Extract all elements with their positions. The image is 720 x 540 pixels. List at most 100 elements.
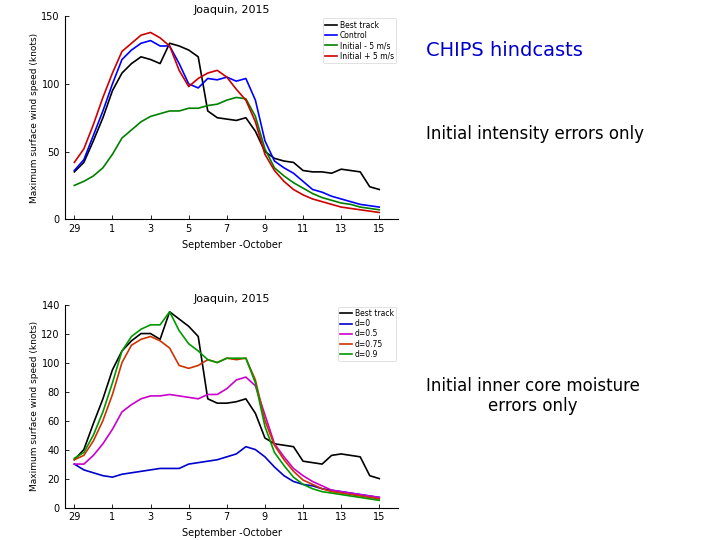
d=0.75 — [299, 477, 307, 483]
Initial + 5 m/s — [318, 198, 326, 205]
Initial + 5 m/s — [366, 208, 374, 214]
d=0.75 — [279, 456, 288, 463]
d=0.5 — [299, 472, 307, 479]
Initial + 5 m/s — [232, 86, 240, 92]
Best track — [308, 460, 317, 466]
Initial + 5 m/s — [70, 159, 78, 166]
Best track — [204, 107, 212, 114]
d=0 — [117, 471, 126, 477]
d=0.5 — [318, 483, 326, 489]
Control — [156, 43, 164, 49]
Best track — [232, 117, 240, 124]
d=0.75 — [241, 355, 250, 361]
Best track — [366, 472, 374, 479]
d=0.75 — [137, 336, 145, 342]
d=0.5 — [79, 461, 88, 467]
Best track — [146, 330, 155, 337]
d=0 — [108, 474, 117, 481]
d=0.5 — [70, 461, 78, 467]
Control — [117, 56, 126, 63]
Best track — [251, 128, 260, 134]
Best track — [175, 43, 184, 49]
Control — [213, 77, 222, 83]
Best track — [279, 158, 288, 164]
Initial + 5 m/s — [117, 48, 126, 55]
d=0.9 — [337, 491, 346, 498]
d=0.75 — [261, 417, 269, 424]
Control — [108, 80, 117, 87]
Control — [166, 43, 174, 49]
Best track — [184, 47, 193, 53]
d=0.75 — [166, 345, 174, 352]
Initial - 5 m/s — [70, 182, 78, 188]
Best track — [79, 159, 88, 166]
d=0 — [328, 487, 336, 494]
d=0.9 — [279, 462, 288, 469]
d=0.9 — [318, 488, 326, 495]
Control — [184, 80, 193, 87]
d=0.9 — [356, 494, 364, 501]
Line: d=0.75: d=0.75 — [74, 336, 379, 499]
Initial + 5 m/s — [222, 74, 231, 80]
d=0.75 — [99, 417, 107, 424]
Initial - 5 m/s — [108, 151, 117, 158]
X-axis label: September -October: September -October — [181, 528, 282, 538]
Initial + 5 m/s — [337, 204, 346, 210]
d=0.9 — [346, 493, 355, 500]
d=0.9 — [251, 380, 260, 386]
Initial - 5 m/s — [99, 165, 107, 171]
Best track — [222, 400, 231, 407]
Best track — [356, 168, 364, 175]
Best track — [213, 114, 222, 121]
d=0.75 — [127, 342, 136, 348]
Control — [337, 195, 346, 202]
Best track — [299, 167, 307, 174]
d=0.9 — [156, 322, 164, 328]
Initial + 5 m/s — [137, 32, 145, 38]
Best track — [318, 461, 326, 467]
Best track — [261, 148, 269, 155]
d=0.9 — [261, 423, 269, 430]
Control — [279, 165, 288, 171]
Control — [299, 178, 307, 185]
d=0.5 — [99, 441, 107, 447]
d=0 — [337, 488, 346, 495]
Best track — [99, 396, 107, 402]
d=0.5 — [251, 382, 260, 389]
Initial + 5 m/s — [375, 209, 384, 215]
Initial - 5 m/s — [89, 173, 98, 179]
Best track — [137, 330, 145, 337]
Initial - 5 m/s — [222, 97, 231, 103]
Initial - 5 m/s — [261, 146, 269, 152]
Initial + 5 m/s — [308, 195, 317, 202]
d=0.5 — [127, 401, 136, 408]
Initial - 5 m/s — [213, 101, 222, 107]
d=0 — [270, 464, 279, 470]
Best track — [99, 114, 107, 121]
Best track — [375, 186, 384, 193]
Initial + 5 m/s — [146, 29, 155, 36]
Best track — [337, 166, 346, 172]
Best track — [328, 170, 336, 177]
X-axis label: September -October: September -October — [181, 240, 282, 249]
d=0.9 — [127, 333, 136, 340]
Initial - 5 m/s — [137, 119, 145, 125]
d=0.5 — [117, 409, 126, 415]
Initial - 5 m/s — [279, 173, 288, 179]
d=0 — [70, 461, 78, 467]
Best track — [346, 167, 355, 174]
Best track — [222, 116, 231, 123]
d=0.9 — [70, 455, 78, 462]
d=0 — [204, 458, 212, 464]
d=0.75 — [318, 485, 326, 492]
Best track — [261, 435, 269, 441]
Initial - 5 m/s — [318, 194, 326, 201]
Best track — [184, 323, 193, 329]
d=0.75 — [204, 356, 212, 363]
Best track — [346, 452, 355, 458]
d=0.75 — [346, 491, 355, 498]
Best track — [194, 53, 202, 60]
Initial - 5 m/s — [241, 96, 250, 102]
d=0.5 — [108, 426, 117, 433]
d=0 — [356, 491, 364, 498]
